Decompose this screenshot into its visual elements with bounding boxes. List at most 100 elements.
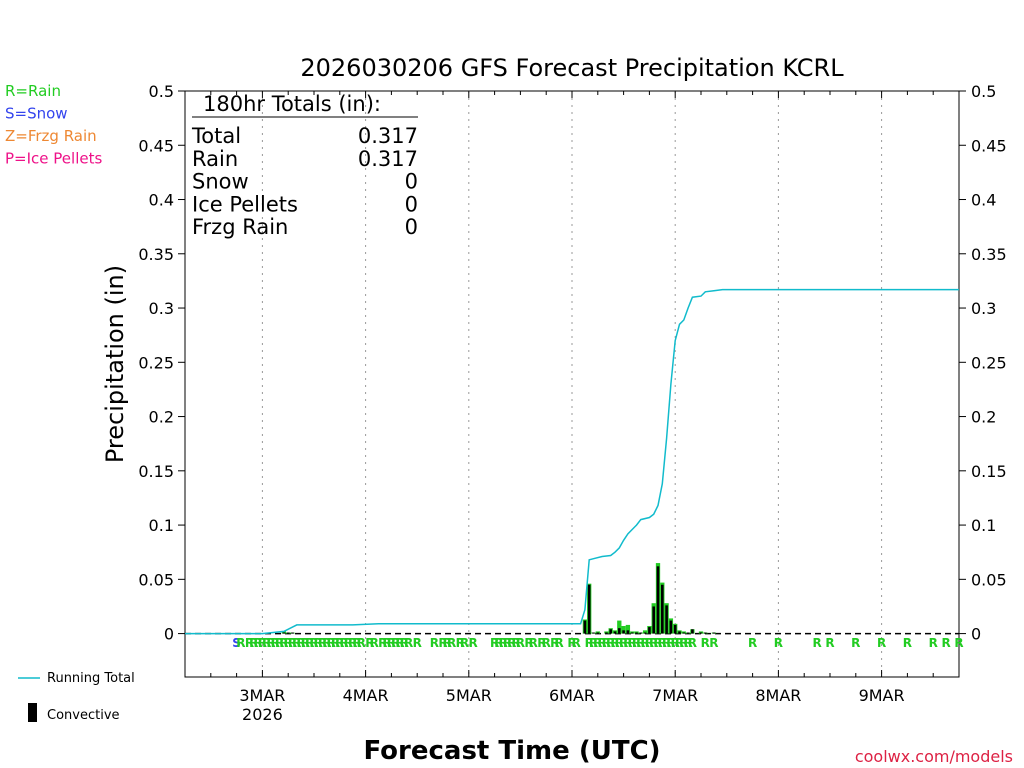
precip-bar [617, 620, 622, 634]
precip-type-mark: R [903, 636, 912, 650]
precip-type-mark: R [645, 636, 654, 650]
precip-type-mark: R [460, 636, 469, 650]
convective-bar [609, 629, 612, 634]
y-tick-label: 0.15 [971, 462, 1007, 481]
x-tick-label: 4MAR [343, 686, 389, 705]
convective-bar [669, 620, 673, 634]
precip-type-mark: R [812, 636, 821, 650]
precip-type-mark: R [370, 636, 379, 650]
y-tick-label: 0.2 [971, 408, 996, 427]
precip-type-mark: R [499, 636, 508, 650]
series-legend: Running Total Convective [18, 671, 135, 723]
precip-bars [281, 563, 717, 634]
x-tick-label: 3MAR [239, 686, 285, 705]
y-tick-label: 0.4 [149, 191, 174, 210]
type-legend-item: P=Ice Pellets [5, 150, 102, 168]
precip-type-mark: R [391, 636, 400, 650]
convective-bar [583, 620, 587, 634]
precip-type-mark: R [245, 636, 254, 650]
y-axis-label: Precipitation (in) [101, 265, 129, 463]
running-total-line [185, 288, 959, 635]
x-tick-sublabel: 2026 [242, 705, 283, 724]
precip-type-mark: R [378, 636, 387, 650]
precip-type-legend: R=Rain S=Snow Z=Frzg Rain P=Ice Pellets [5, 82, 102, 168]
y-tick-label: 0.05 [971, 570, 1007, 589]
convective-bar [605, 632, 608, 634]
convective-bar [678, 631, 681, 634]
precip-type-mark: R [929, 636, 938, 650]
y-tick-label: 0.2 [149, 408, 174, 427]
convective-bar [699, 632, 703, 634]
y-tick-label: 0.05 [138, 570, 174, 589]
y-axis-left: 0 0.05 0.1 0.15 0.2 0.25 0.3 0.35 0.4 0.45 0.5 [138, 82, 185, 644]
totals-row-label: Rain [192, 147, 238, 171]
precip-type-mark: R [516, 636, 525, 650]
precip-type-mark: R [572, 636, 581, 650]
precip-type-mark: R [825, 636, 834, 650]
precip-type-mark: R [468, 636, 477, 650]
precip-type-mark: R [288, 636, 297, 650]
convective-bar [661, 584, 664, 634]
convective-bar [618, 628, 621, 634]
precip-type-mark: R [529, 636, 538, 650]
precip-bar [625, 624, 631, 634]
precip-type-mark: R [851, 636, 860, 650]
totals-header: 180hr Totals (in): [203, 92, 381, 116]
precip-type-mark: R [438, 636, 447, 650]
precip-type-mark: R [877, 636, 886, 650]
precip-type-mark: R [636, 636, 645, 650]
precip-type-mark: R [443, 636, 452, 650]
precip-type-mark: R [511, 636, 520, 650]
convective-bar [630, 632, 634, 634]
y-tick-label: 0.1 [971, 516, 996, 535]
precip-type-mark: R [585, 636, 594, 650]
precip-type-mark: R [671, 636, 680, 650]
precip-type-mark: R [554, 636, 563, 650]
precip-type-mark: R [275, 636, 284, 650]
precip-type-mark: R [610, 636, 619, 650]
precip-type-mark: R [550, 636, 559, 650]
precip-type-mark: R [606, 636, 615, 650]
precip-type-mark: R [675, 636, 684, 650]
precip-type-mark: R [774, 636, 783, 650]
precip-type-mark: R [542, 636, 551, 650]
convective-bar [665, 605, 668, 634]
convective-bar [587, 584, 591, 634]
precip-type-mark: R [314, 636, 323, 650]
precip-type-mark: R [658, 636, 667, 650]
precip-type-mark: R [430, 636, 439, 650]
precip-type-mark: R [447, 636, 456, 650]
precip-type-mark: R [567, 636, 576, 650]
y-tick-label: 0.5 [971, 82, 996, 101]
convective-bar [648, 627, 651, 634]
y-tick-label: 0.5 [149, 82, 174, 101]
totals-box: 180hr Totals (in): Total 0.317 Rain 0.317 Sn… [191, 92, 418, 239]
precip-type-mark: R [249, 636, 258, 650]
precip-type-mark: R [640, 636, 649, 650]
totals-row-label: Frzg Rain [192, 215, 288, 239]
convective-bar [643, 632, 647, 634]
precip-type-mark: R [365, 636, 374, 650]
precip-type-mark: R [649, 636, 658, 650]
type-legend-item: S=Snow [5, 105, 68, 123]
convective-bar [291, 632, 294, 634]
y-tick-label: 0.25 [138, 353, 174, 372]
precip-type-mark: R [339, 636, 348, 650]
precip-type-mark: R [619, 636, 628, 650]
y-tick-label: 0 [971, 625, 981, 644]
y-tick-label: 0.45 [971, 136, 1007, 155]
precip-type-mark: R [593, 636, 602, 650]
y-tick-label: 0.3 [971, 299, 996, 318]
precip-type-mark: R [395, 636, 404, 650]
precip-type-mark: R [357, 636, 366, 650]
convective-bar [592, 632, 595, 634]
x-tick-label: 9MAR [859, 686, 905, 705]
precip-type-mark: R [335, 636, 344, 650]
precip-type-mark: R [305, 636, 314, 650]
precip-type-mark: R [688, 636, 697, 650]
convective-bar [691, 629, 694, 634]
convective-bar [704, 632, 707, 634]
precip-type-mark: R [524, 636, 533, 650]
precip-type-mark: R [490, 636, 499, 650]
